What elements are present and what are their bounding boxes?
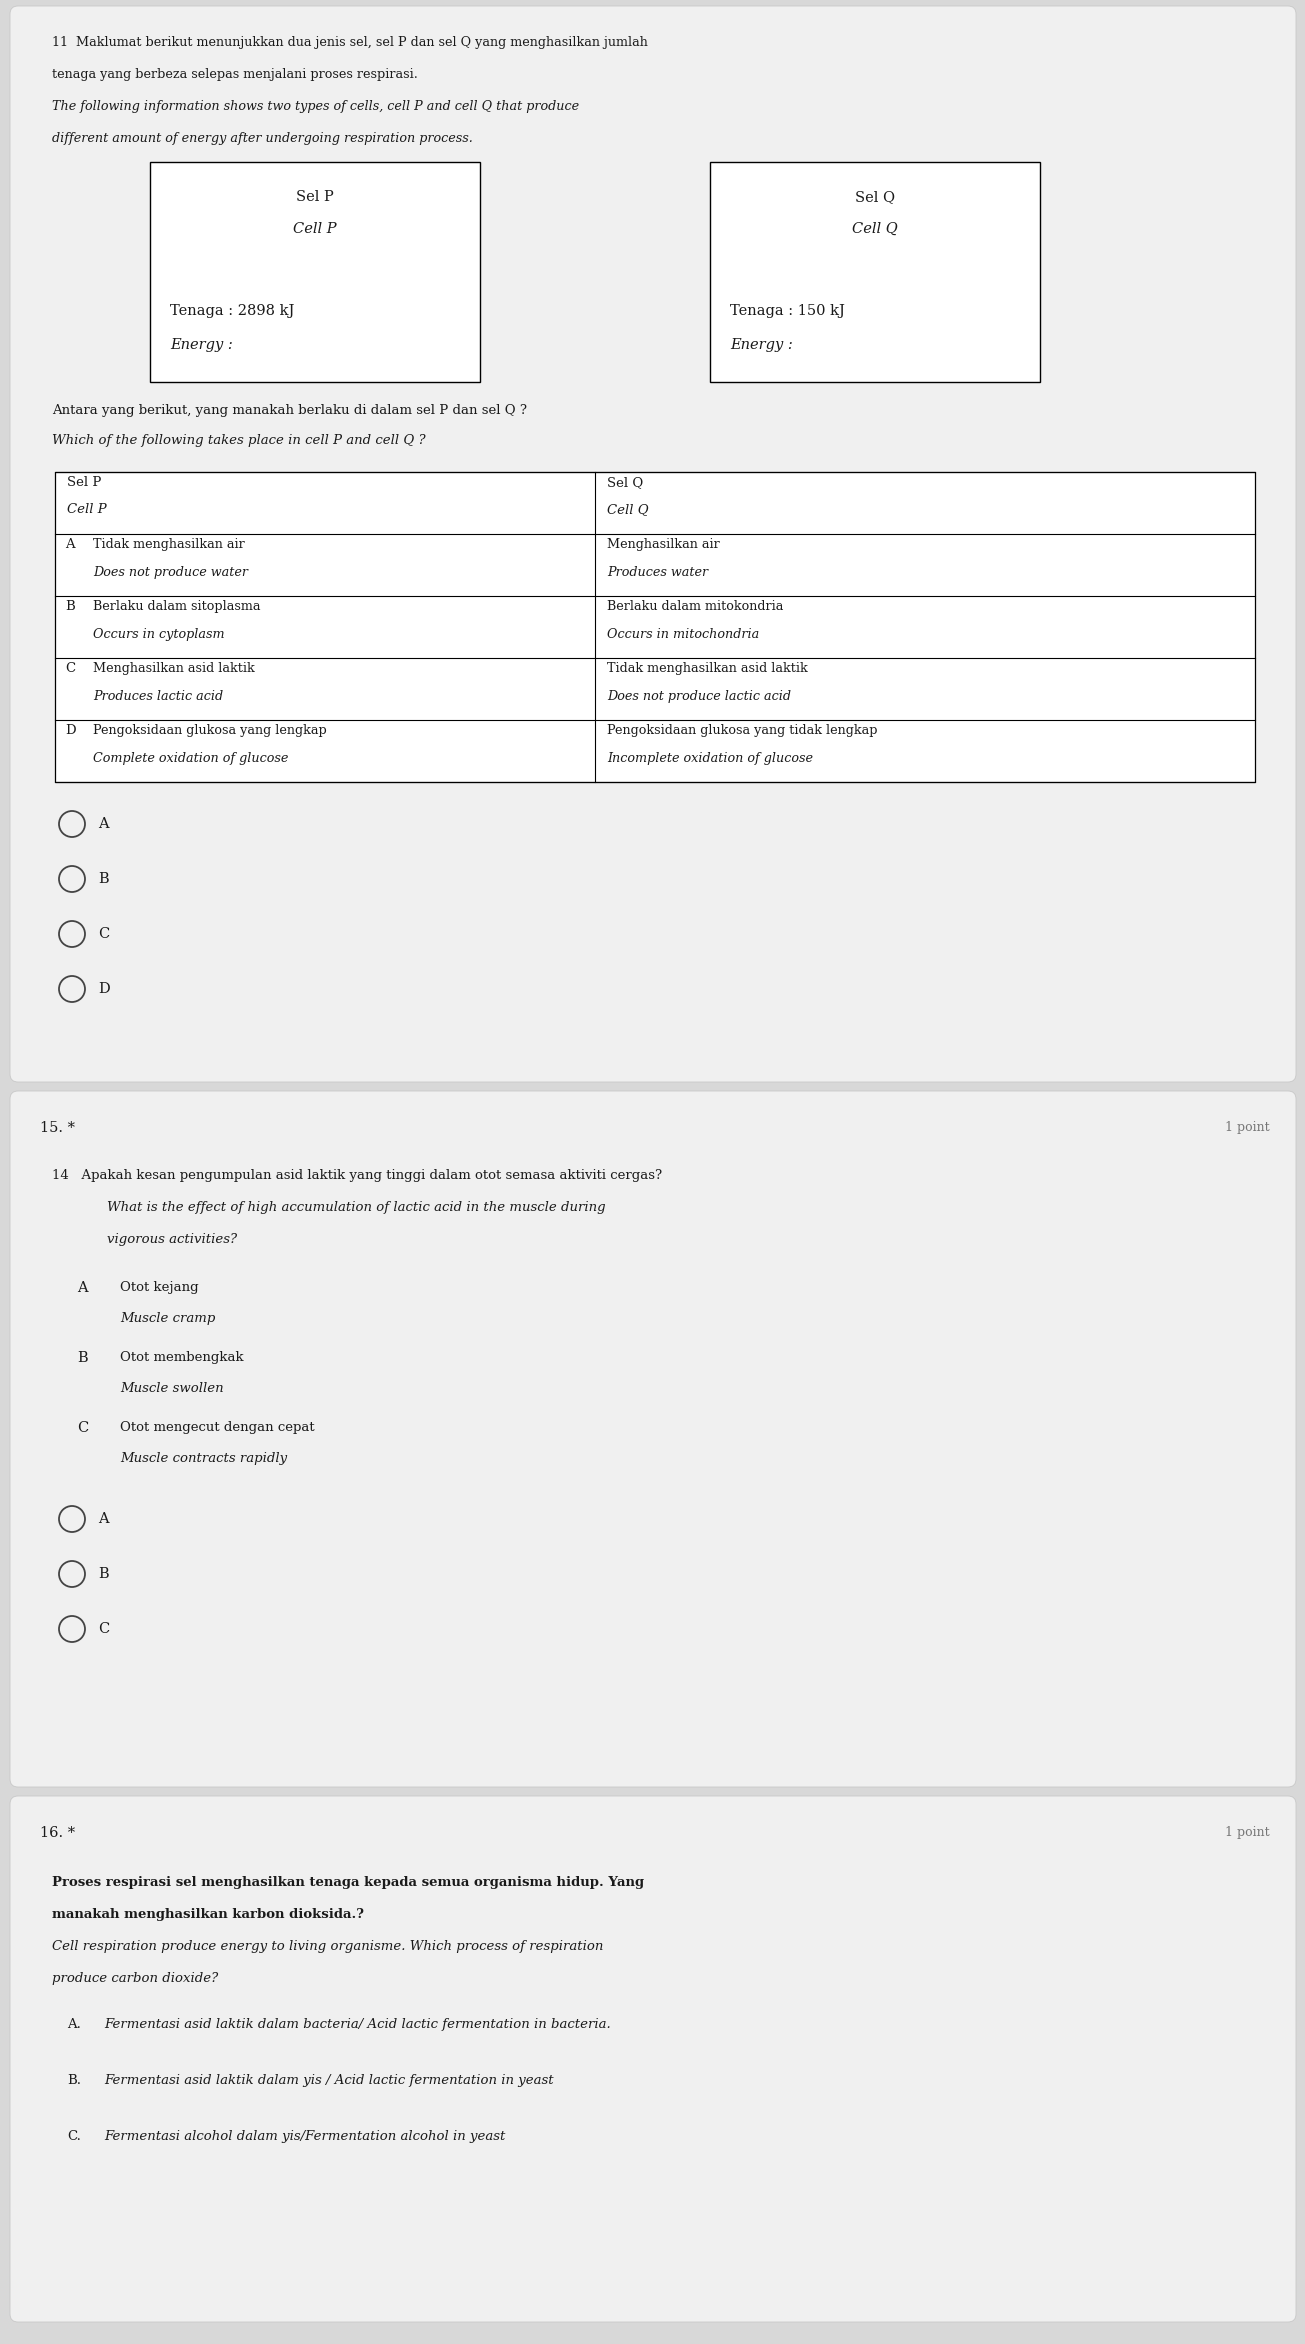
Text: B: B (65, 600, 74, 614)
Text: Produces water: Produces water (607, 565, 709, 579)
Text: Menghasilkan asid laktik: Menghasilkan asid laktik (93, 661, 254, 675)
Text: A.: A. (67, 2018, 81, 2030)
Text: A: A (98, 818, 108, 832)
Text: Antara yang berikut, yang manakah berlaku di dalam sel P dan sel Q ?: Antara yang berikut, yang manakah berlak… (52, 403, 527, 417)
Text: Proses respirasi sel menghasilkan tenaga kepada semua organisma hidup. Yang: Proses respirasi sel menghasilkan tenaga… (52, 1875, 645, 1889)
Text: Tenaga : 2898 kJ: Tenaga : 2898 kJ (170, 305, 295, 319)
Text: Pengoksidaan glukosa yang tidak lengkap: Pengoksidaan glukosa yang tidak lengkap (607, 724, 877, 736)
Text: C: C (98, 1622, 110, 1636)
Text: Does not produce lactic acid: Does not produce lactic acid (607, 689, 791, 703)
Text: Tidak menghasilkan asid laktik: Tidak menghasilkan asid laktik (607, 661, 808, 675)
Text: D: D (98, 982, 110, 996)
Text: Sel Q: Sel Q (855, 190, 895, 204)
Text: different amount of energy after undergoing respiration process.: different amount of energy after undergo… (52, 131, 472, 145)
Text: B: B (98, 1568, 108, 1580)
Text: Cell P: Cell P (67, 504, 107, 516)
Text: Muscle swollen: Muscle swollen (120, 1383, 223, 1395)
FancyBboxPatch shape (10, 1796, 1296, 2323)
Text: D: D (65, 724, 76, 736)
FancyBboxPatch shape (10, 7, 1296, 1083)
Text: Cell P: Cell P (294, 223, 337, 237)
Text: Energy :: Energy : (729, 338, 792, 352)
Text: 15. *: 15. * (40, 1120, 74, 1134)
Text: Fermentasi asid laktik dalam bacteria/ Acid lactic fermentation in bacteria.: Fermentasi asid laktik dalam bacteria/ A… (104, 2018, 611, 2030)
Text: Berlaku dalam mitokondria: Berlaku dalam mitokondria (607, 600, 783, 614)
Text: vigorous activities?: vigorous activities? (107, 1233, 238, 1247)
Text: Muscle cramp: Muscle cramp (120, 1313, 215, 1324)
FancyBboxPatch shape (10, 1090, 1296, 1786)
Text: A: A (98, 1512, 108, 1526)
Text: Otot membengkak: Otot membengkak (120, 1350, 244, 1364)
Text: The following information shows two types of cells, cell P and cell Q that produ: The following information shows two type… (52, 101, 579, 113)
Text: Tenaga : 150 kJ: Tenaga : 150 kJ (729, 305, 844, 319)
Text: Otot kejang: Otot kejang (120, 1282, 198, 1294)
Text: Produces lactic acid: Produces lactic acid (93, 689, 223, 703)
Text: 1 point: 1 point (1225, 1826, 1270, 1840)
Text: B: B (77, 1350, 87, 1364)
Bar (150, 162, 480, 382)
Text: C: C (98, 926, 110, 940)
Text: Energy :: Energy : (170, 338, 232, 352)
Text: Cell Q: Cell Q (852, 223, 898, 237)
Text: 14   Apakah kesan pengumpulan asid laktik yang tinggi dalam otot semasa aktiviti: 14 Apakah kesan pengumpulan asid laktik … (52, 1170, 662, 1181)
Text: Sel P: Sel P (67, 476, 102, 490)
Text: Menghasilkan air: Menghasilkan air (607, 539, 720, 551)
Text: 11  Maklumat berikut menunjukkan dua jenis sel, sel P dan sel Q yang menghasilka: 11 Maklumat berikut menunjukkan dua jeni… (52, 35, 647, 49)
Text: B: B (98, 872, 108, 886)
Text: C.: C. (67, 2131, 81, 2142)
Text: A: A (77, 1282, 87, 1294)
Text: A: A (65, 539, 74, 551)
Bar (55, 471, 1255, 783)
Text: Muscle contracts rapidly: Muscle contracts rapidly (120, 1451, 287, 1465)
Text: Which of the following takes place in cell P and cell Q ?: Which of the following takes place in ce… (52, 434, 425, 448)
Text: Sel P: Sel P (296, 190, 334, 204)
Text: Incomplete oxidation of glucose: Incomplete oxidation of glucose (607, 752, 813, 764)
Text: Occurs in mitochondria: Occurs in mitochondria (607, 628, 760, 640)
Text: Pengoksidaan glukosa yang lengkap: Pengoksidaan glukosa yang lengkap (93, 724, 326, 736)
Bar (710, 162, 1040, 382)
Text: Fermentasi asid laktik dalam yis / Acid lactic fermentation in yeast: Fermentasi asid laktik dalam yis / Acid … (104, 2074, 553, 2086)
Text: C: C (77, 1420, 89, 1435)
Text: Complete oxidation of glucose: Complete oxidation of glucose (93, 752, 288, 764)
Text: Sel Q: Sel Q (607, 476, 643, 490)
Text: Fermentasi alcohol dalam yis/Fermentation alcohol in yeast: Fermentasi alcohol dalam yis/Fermentatio… (104, 2131, 505, 2142)
Text: Cell respiration produce energy to living organisme. Which process of respiratio: Cell respiration produce energy to livin… (52, 1941, 603, 1953)
Text: manakah menghasilkan karbon dioksida.?: manakah menghasilkan karbon dioksida.? (52, 1908, 364, 1922)
Text: produce carbon dioxide?: produce carbon dioxide? (52, 1971, 218, 1985)
Text: tenaga yang berbeza selepas menjalani proses respirasi.: tenaga yang berbeza selepas menjalani pr… (52, 68, 418, 82)
Text: What is the effect of high accumulation of lactic acid in the muscle during: What is the effect of high accumulation … (107, 1200, 606, 1214)
Text: Occurs in cytoplasm: Occurs in cytoplasm (93, 628, 224, 640)
Text: Cell Q: Cell Q (607, 504, 649, 516)
Text: 1 point: 1 point (1225, 1120, 1270, 1134)
Text: Does not produce water: Does not produce water (93, 565, 248, 579)
Text: 16. *: 16. * (40, 1826, 76, 1840)
Text: Berlaku dalam sitoplasma: Berlaku dalam sitoplasma (93, 600, 261, 614)
Text: C: C (65, 661, 76, 675)
Text: Otot mengecut dengan cepat: Otot mengecut dengan cepat (120, 1420, 315, 1435)
Text: Tidak menghasilkan air: Tidak menghasilkan air (93, 539, 245, 551)
Text: B.: B. (67, 2074, 81, 2086)
